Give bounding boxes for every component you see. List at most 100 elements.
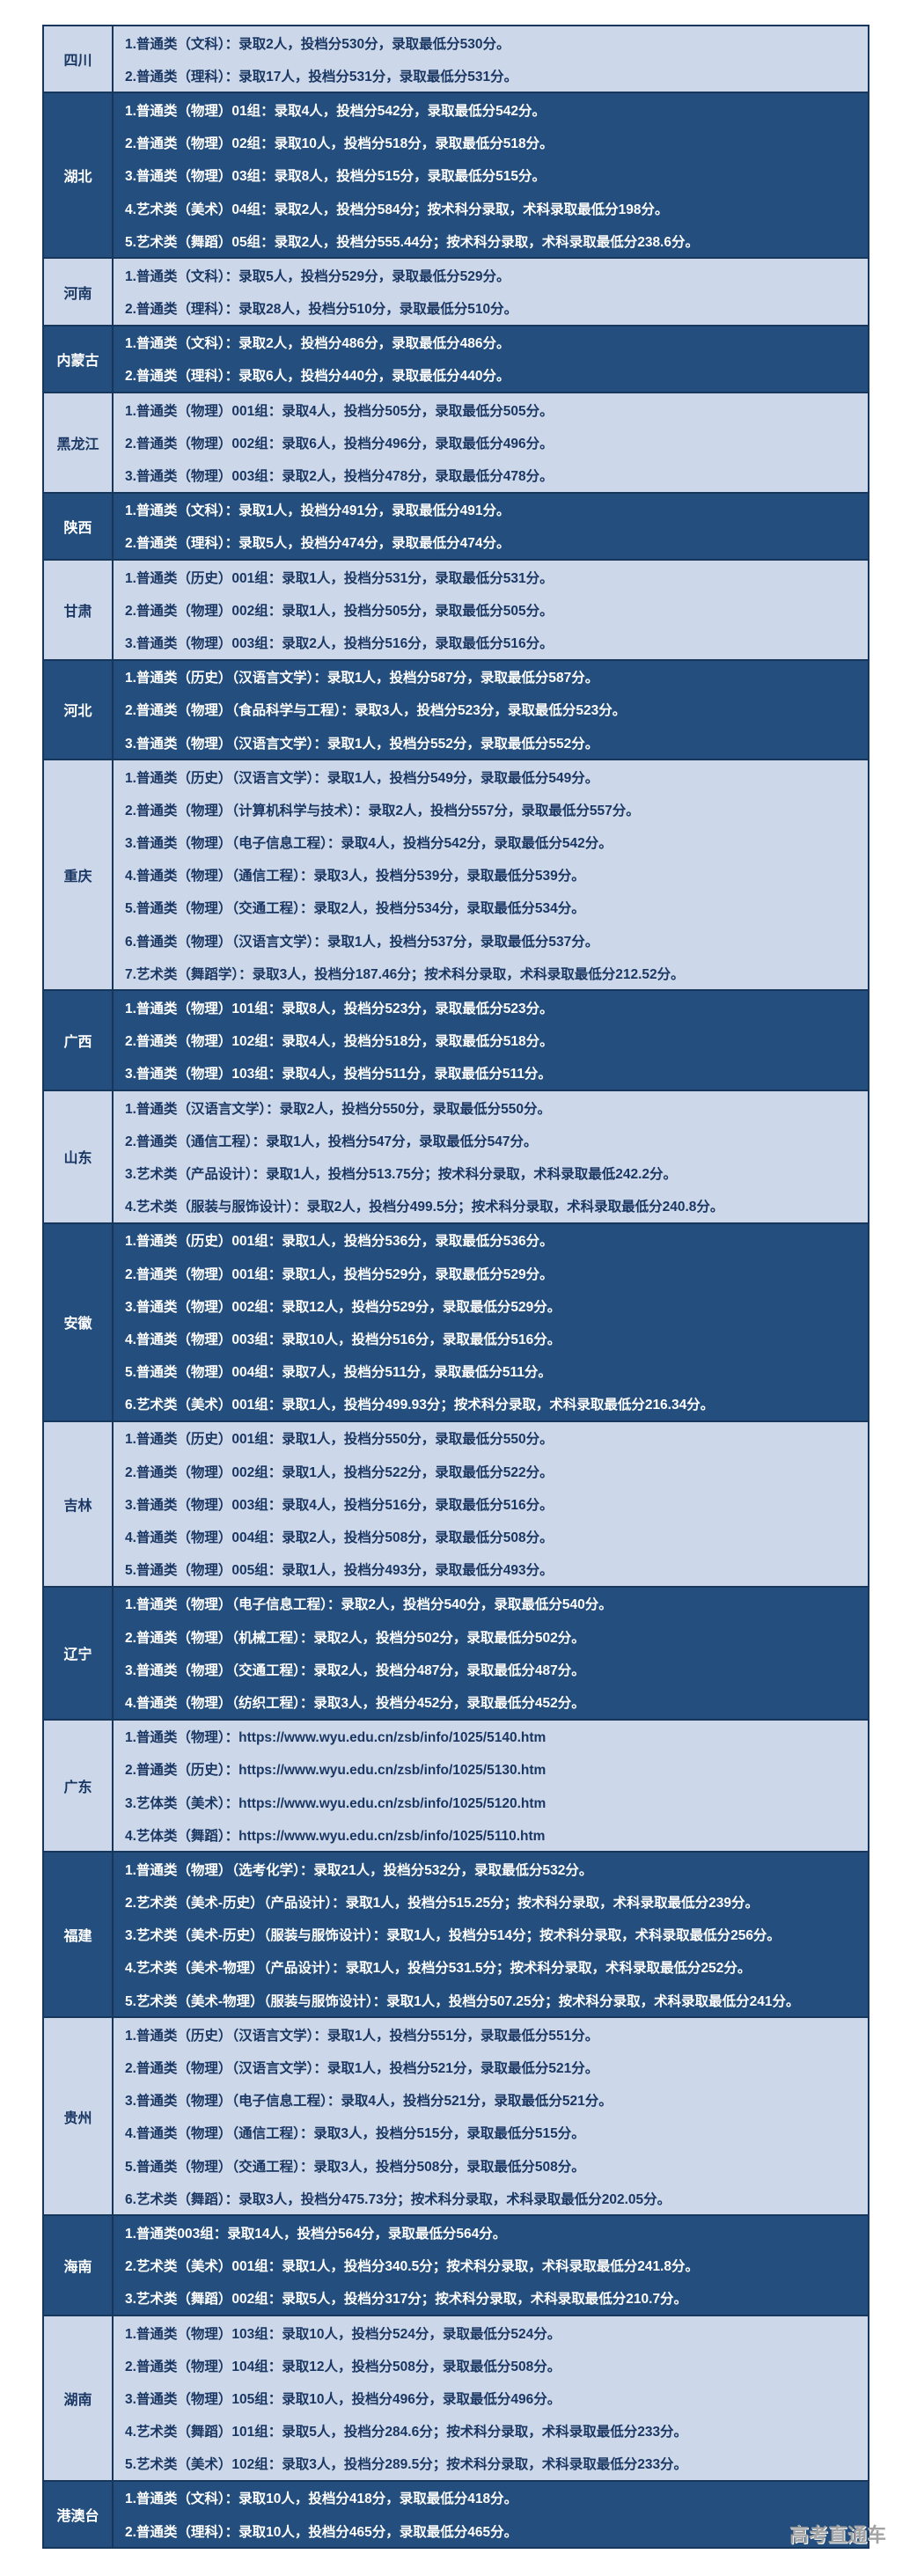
admission-line: 2.普通类（物理）02组：录取10人，投档分518分，录取最低分518分。 <box>125 136 554 152</box>
province-rows: 1.普通类（物理）：https://www.wyu.edu.cn/zsb/inf… <box>114 1721 868 1852</box>
province-rows: 1.普通类（文科）：录取5人，投档分529分，录取最低分529分。 2.普通类（理… <box>114 259 868 324</box>
admission-line: 5.普通类（物理）（交通工程）：录取2人，投档分534分，录取最低分534分。 <box>125 901 585 917</box>
province-cell: 湖北 <box>44 93 114 258</box>
province-cell: 河北 <box>44 660 114 760</box>
admission-line: 1.普通类（历史）（汉语言文学）：录取1人，投档分551分，录取最低分551分。 <box>125 2028 599 2044</box>
province-cell: 甘肃 <box>44 561 114 659</box>
province-rows: 1.普通类（物理）101组：录取8人，投档分523分，录取最低分523分。 2.普… <box>114 991 868 1090</box>
admission-line: 1.普通类（文科）：录取2人，投档分486分，录取最低分486分。 <box>125 336 510 352</box>
province-rows: 1.普通类（物理）103组：录取10人，投档分524分，录取最低分524分。 2.… <box>114 2316 868 2480</box>
admission-line: 3.普通类（物理）003组：录取4人，投档分516分，录取最低分516分。 <box>125 1497 554 1513</box>
admission-line: 5.普通类（物理）004组：录取7人，投档分511分，录取最低分511分。 <box>125 1365 552 1381</box>
admission-line: 4.艺术类（美术-物理）（产品设计）：录取1人，投档分531.5分；按术科分录取… <box>125 1961 752 1977</box>
admission-line: 4.普通类（物理）004组：录取2人，投档分508分，录取最低分508分。 <box>125 1530 554 1546</box>
province-cell: 福建 <box>44 1853 114 2017</box>
admission-line: 2.普通类（理科）：录取6人，投档分440分，录取最低分440分。 <box>125 369 510 385</box>
province-cell: 四川 <box>44 26 114 92</box>
province-cell: 内蒙古 <box>44 326 114 393</box>
admission-line: 4.艺术类（舞蹈）101组：录取5人，投档分284.6分；按术科分录取，术科录取… <box>125 2425 688 2440</box>
admission-line: 5.艺术类（舞蹈）05组：录取2人，投档分555.44分；按术科分录取，术科录取… <box>125 234 699 250</box>
province-cell: 山东 <box>44 1091 114 1222</box>
admission-line: 2.普通类（物理）002组：录取6人，投档分496分，录取最低分496分。 <box>125 436 554 451</box>
admission-line: 3.普通类（物理）03组：录取8人，投档分515分，录取最低分515分。 <box>125 169 547 185</box>
admission-line: 2.普通类（通信工程）：录取1人，投档分547分，录取最低分547分。 <box>125 1134 538 1149</box>
admission-line: 1.普通类（历史）（汉语言文学）：录取1人，投档分549分，录取最低分549分。 <box>125 770 599 786</box>
province-rows: 1.普通类（文科）：录取10人，投档分418分，录取最低分418分。 2.普通类（… <box>114 2482 868 2547</box>
province-cell: 吉林 <box>44 1421 114 1586</box>
province-block: 贵州 1.普通类（历史）（汉语言文学）：录取1人，投档分551分，录取最低分551… <box>44 2018 868 2217</box>
admission-line: 4.普通类（物理）（通信工程）：录取3人，投档分515分，录取最低分515分。 <box>125 2126 585 2142</box>
province-cell: 河南 <box>44 259 114 325</box>
admission-line: 1.普通类（文科）：录取5人，投档分529分，录取最低分529分。 <box>125 268 510 284</box>
province-rows: 1.普通类（物理）（电子信息工程）：录取2人，投档分540分，录取最低分540分… <box>114 1588 868 1719</box>
admission-line: 4.普通类（物理）（通信工程）：录取3人，投档分539分，录取最低分539分。 <box>125 869 585 884</box>
admission-line: 2.普通类（理科）：录取10人，投档分465分，录取最低分465分。 <box>125 2524 518 2540</box>
admission-line: 6.艺术类（舞蹈）：录取3人，投档分475.73分；按术科分录取，术科录取最低分… <box>125 2191 671 2207</box>
province-rows: 1.普通类（历史）（汉语言文学）：录取1人，投档分587分，录取最低分587分。… <box>114 661 868 760</box>
province-rows: 1.普通类（历史）001组：录取1人，投档分550分，录取最低分550分。 2.普… <box>114 1422 868 1586</box>
admission-line: 3.普通类（物理）（电子信息工程）：录取4人，投档分521分，录取最低分521分… <box>125 2094 613 2110</box>
province-block: 海南 1.普通类003组：录取14人，投档分564分，录取最低分564分。 2.艺术… <box>44 2216 868 2316</box>
province-rows: 1.普通类003组：录取14人，投档分564分，录取最低分564分。 2.艺术类（… <box>114 2216 868 2315</box>
province-cell: 辽宁 <box>44 1587 114 1719</box>
province-block: 安徽 1.普通类（历史）001组：录取1人，投档分536分，录取最低分536分。 2… <box>44 1223 868 1422</box>
province-cell: 贵州 <box>44 2018 114 2215</box>
province-block: 黑龙江 1.普通类（物理）001组：录取4人，投档分505分，录取最低分505分。… <box>44 393 868 494</box>
admission-line: 6.普通类（物理）（汉语言文学）：录取1人，投档分537分，录取最低分537分。 <box>125 934 599 950</box>
admission-line: 2.艺术类（美术-历史）（产品设计）：录取1人，投档分515.25分；按术科分录… <box>125 1896 759 1912</box>
admission-line: 3.艺术类（舞蹈）002组：录取5人，投档分317分；按术科分录取，术科录取最低… <box>125 2292 688 2308</box>
province-cell: 广东 <box>44 1720 114 1852</box>
admission-line: 1.普通类003组：录取14人，投档分564分，录取最低分564分。 <box>125 2226 507 2242</box>
admission-line: 3.普通类（物理）（交通工程）：录取2人，投档分487分，录取最低分487分。 <box>125 1662 585 1678</box>
admission-line: 2.普通类（物理）001组：录取1人，投档分529分，录取最低分529分。 <box>125 1266 554 1282</box>
admission-line: 4.艺术类（美术）04组：录取2人，投档分584分；按术科分录取，术科录取最低分… <box>125 202 669 217</box>
admission-line: 2.普通类（物理）104组：录取12人，投档分508分，录取最低分508分。 <box>125 2359 561 2374</box>
watermark: 高考直通车 <box>789 2524 887 2546</box>
province-rows: 1.普通类（物理）001组：录取4人，投档分505分，录取最低分505分。 2.普… <box>114 393 868 492</box>
province-block: 湖南 1.普通类（物理）103组：录取10人，投档分524分，录取最低分524分。… <box>44 2315 868 2482</box>
province-block: 甘肃 1.普通类（历史）001组：录取1人，投档分531分，录取最低分531分。 2… <box>44 561 868 661</box>
admission-line: 2.普通类（物理）002组：录取1人，投档分522分，录取最低分522分。 <box>125 1464 554 1480</box>
admission-line: 5.普通类（物理）005组：录取1人，投档分493分，录取最低分493分。 <box>125 1563 554 1579</box>
admission-line: 7.艺术类（舞蹈学）：录取3人，投档分187.46分；按术科分录取，术科录取最低… <box>125 966 685 982</box>
admission-line: 3.艺术类（产品设计）：录取1人，投档分513.75分；按术科分录取，术科录取最… <box>125 1166 677 1182</box>
admission-line: 4.艺体类（舞蹈）：https://www.wyu.edu.cn/zsb/inf… <box>125 1828 546 1844</box>
admission-line: 2.普通类（物理）002组：录取1人，投档分505分，录取最低分505分。 <box>125 603 554 619</box>
admission-line: 4.艺术类（服装与服饰设计）：录取2人，投档分499.5分；按术科分录取，术科录… <box>125 1200 724 1215</box>
admission-line: 2.普通类（物理）（计算机科学与技术）：录取2人，投档分557分，录取最低分55… <box>125 803 640 818</box>
admission-line: 1.普通类（汉语言文学）：录取2人，投档分550分，录取最低分550分。 <box>125 1101 552 1117</box>
province-rows: 1.普通类（文科）：录取2人，投档分530分，录取最低分530分。 2.普通类（理… <box>114 26 868 92</box>
province-block: 山东 1.普通类（汉语言文学）：录取2人，投档分550分，录取最低分550分。 2.… <box>44 1091 868 1224</box>
admission-line: 3.普通类（物理）103组：录取4人，投档分511分，录取最低分511分。 <box>125 1067 552 1083</box>
province-cell: 广西 <box>44 991 114 1090</box>
admission-line: 1.普通类（历史）（汉语言文学）：录取1人，投档分587分，录取最低分587分。 <box>125 671 599 686</box>
province-block: 辽宁 1.普通类（物理）（电子信息工程）：录取2人，投档分540分，录取最低分54… <box>44 1587 868 1721</box>
province-cell: 海南 <box>44 2216 114 2315</box>
admission-line: 1.普通类（文科）：录取2人，投档分530分，录取最低分530分。 <box>125 36 510 52</box>
admission-line: 5.艺术类（美术-物理）（服装与服饰设计）：录取1人，投档分507.25分；按术… <box>125 1993 800 2009</box>
admission-line: 3.普通类（物理）003组：录取2人，投档分516分，录取最低分516分。 <box>125 635 554 651</box>
province-cell: 湖南 <box>44 2315 114 2480</box>
province-cell: 黑龙江 <box>44 393 114 492</box>
province-block: 港澳台 1.普通类（文科）：录取10人，投档分418分，录取最低分418分。 2.普… <box>44 2481 868 2548</box>
admission-line: 1.普通类（物理）103组：录取10人，投档分524分，录取最低分524分。 <box>125 2326 561 2342</box>
admission-line: 1.普通类（物理）101组：录取8人，投档分523分，录取最低分523分。 <box>125 1002 554 1017</box>
admission-line: 3.普通类（物理）（汉语言文学）：录取1人，投档分552分，录取最低分552分。 <box>125 736 599 752</box>
admission-line: 1.普通类（物理）（电子信息工程）：录取2人，投档分540分，录取最低分540分… <box>125 1597 613 1613</box>
admission-line: 1.普通类（文科）：录取10人，投档分418分，录取最低分418分。 <box>125 2492 518 2507</box>
admission-line: 1.普通类（物理）：https://www.wyu.edu.cn/zsb/inf… <box>125 1730 547 1746</box>
admission-line: 3.普通类（物理）105组：录取10人，投档分496分，录取最低分496分。 <box>125 2391 561 2407</box>
province-block: 重庆 1.普通类（历史）（汉语言文学）：录取1人，投档分549分，录取最低分549… <box>44 760 868 992</box>
province-cell: 陕西 <box>44 493 114 559</box>
admission-line: 1.普通类（历史）001组：录取1人，投档分531分，录取最低分531分。 <box>125 570 554 586</box>
province-block: 广东 1.普通类（物理）：https://www.wyu.edu.cn/zsb/i… <box>44 1720 868 1853</box>
admission-line: 6.艺术类（美术）001组：录取1人，投档分499.93分；按术科分录取，术科录… <box>125 1398 715 1413</box>
province-rows: 1.普通类（历史）（汉语言文学）：录取1人，投档分549分，录取最低分549分。… <box>114 760 868 989</box>
admission-line: 2.普通类（物理）（汉语言文学）：录取1人，投档分521分，录取最低分521分。 <box>125 2061 599 2077</box>
province-block: 广西 1.普通类（物理）101组：录取8人，投档分523分，录取最低分523分。 2… <box>44 991 868 1091</box>
province-block: 福建 1.普通类（物理）（选考化学）：录取21人，投档分532分，录取最低分532… <box>44 1853 868 2019</box>
province-block: 河南 1.普通类（文科）：录取5人，投档分529分，录取最低分529分。 2.普通类… <box>44 259 868 327</box>
admission-line: 1.普通类（文科）：录取1人，投档分491分，录取最低分491分。 <box>125 503 510 519</box>
admission-line: 1.普通类（物理）（选考化学）：录取21人，投档分532分，录取最低分532分。 <box>125 1862 593 1878</box>
admission-line: 3.普通类（物理）002组：录取12人，投档分529分，录取最低分529分。 <box>125 1299 561 1315</box>
